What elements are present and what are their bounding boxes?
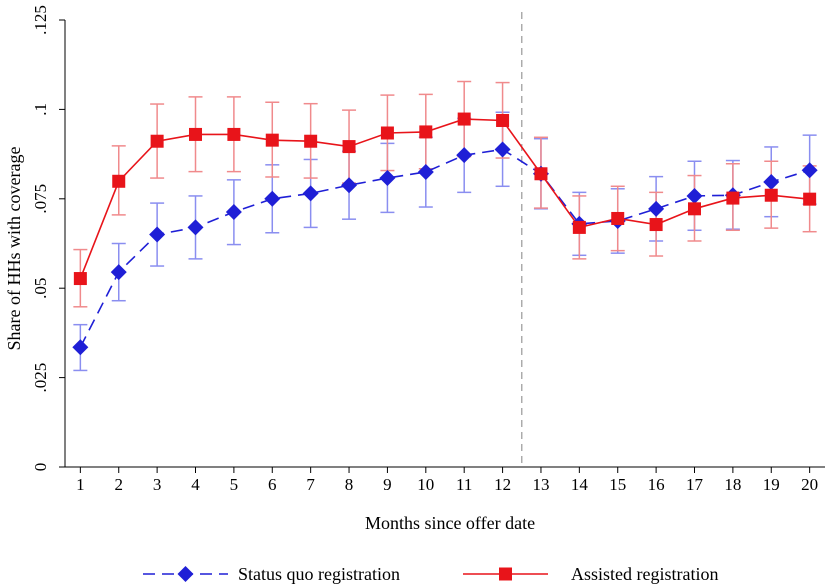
y-tick-label: .025 bbox=[31, 363, 50, 393]
y-tick-label: 0 bbox=[31, 463, 50, 472]
assisted-point bbox=[803, 192, 817, 206]
x-tick-label: 6 bbox=[268, 475, 277, 494]
status-quo-point bbox=[801, 162, 818, 179]
status-quo-point bbox=[264, 190, 281, 207]
status-quo-point bbox=[417, 163, 434, 180]
x-tick-label: 18 bbox=[724, 475, 741, 494]
status-quo-point bbox=[341, 177, 358, 194]
x-tick-label: 12 bbox=[494, 475, 511, 494]
assisted-point bbox=[189, 127, 203, 141]
x-tick-label: 19 bbox=[763, 475, 780, 494]
status-quo-point bbox=[302, 185, 319, 202]
x-tick-label: 8 bbox=[345, 475, 354, 494]
x-tick-label: 3 bbox=[153, 475, 162, 494]
x-tick-label: 10 bbox=[417, 475, 434, 494]
y-tick-label: .075 bbox=[31, 184, 50, 214]
x-tick-label: 11 bbox=[456, 475, 472, 494]
assisted-point bbox=[380, 126, 394, 140]
status-quo-point bbox=[379, 170, 396, 187]
assisted-point bbox=[150, 134, 164, 148]
x-tick-label: 15 bbox=[609, 475, 626, 494]
x-tick-label: 5 bbox=[230, 475, 239, 494]
assisted-point bbox=[457, 112, 471, 126]
assisted-point bbox=[764, 188, 778, 202]
x-tick-label: 20 bbox=[801, 475, 818, 494]
x-tick-label: 2 bbox=[114, 475, 123, 494]
y-ticks: 0 .025 .05 .075 .1 .125 bbox=[31, 5, 65, 471]
assisted-point bbox=[496, 113, 510, 127]
x-axis-title: Months since offer date bbox=[365, 513, 535, 533]
series-markers bbox=[72, 112, 818, 356]
series-lines bbox=[79, 118, 810, 348]
assisted-point bbox=[726, 191, 740, 205]
x-ticks: 1 2 3 4 5 6 7 8 9 10 11 12 13 14 15 16 17 18 19 20 bbox=[76, 467, 818, 494]
status-quo-point bbox=[686, 187, 703, 204]
x-tick-label: 16 bbox=[648, 475, 665, 494]
assisted-point bbox=[611, 211, 625, 225]
status-quo-point bbox=[149, 226, 166, 243]
assisted-point bbox=[419, 125, 433, 139]
y-tick-label: .125 bbox=[31, 5, 50, 35]
assisted-point bbox=[227, 127, 241, 141]
status-quo-series-line bbox=[79, 148, 810, 348]
x-tick-label: 9 bbox=[383, 475, 392, 494]
x-tick-label: 7 bbox=[306, 475, 315, 494]
legend-status-quo-label: Status quo registration bbox=[238, 564, 400, 584]
status-quo-point bbox=[110, 264, 127, 281]
status-quo-point bbox=[456, 147, 473, 164]
assisted-point bbox=[572, 220, 586, 234]
assisted-point bbox=[304, 134, 318, 148]
assisted-point bbox=[73, 272, 87, 286]
assisted-point bbox=[534, 167, 548, 181]
legend: Status quo registration Assisted registra… bbox=[143, 564, 718, 584]
confidence-intervals bbox=[73, 80, 817, 372]
status-quo-point bbox=[72, 339, 89, 356]
plot-area bbox=[72, 12, 818, 467]
x-tick-label: 13 bbox=[532, 475, 549, 494]
x-tick-label: 17 bbox=[686, 475, 704, 494]
assisted-point bbox=[112, 174, 126, 188]
status-quo-point bbox=[225, 204, 242, 221]
status-quo-point bbox=[648, 200, 665, 217]
assisted-series-line bbox=[79, 118, 810, 279]
assisted-point bbox=[265, 133, 279, 147]
status-quo-point bbox=[187, 219, 204, 236]
assisted-point bbox=[342, 140, 356, 154]
legend-assisted-marker bbox=[499, 567, 512, 581]
x-tick-label: 1 bbox=[76, 475, 85, 494]
x-tick-label: 4 bbox=[191, 475, 200, 494]
assisted-point bbox=[687, 202, 701, 216]
legend-assisted-label: Assisted registration bbox=[571, 564, 718, 584]
y-axis-title: Share of HHs with coverage bbox=[4, 147, 24, 351]
y-tick-label: .1 bbox=[31, 103, 50, 116]
x-tick-label: 14 bbox=[571, 475, 589, 494]
legend-status-quo-marker bbox=[177, 566, 194, 582]
assisted-point bbox=[649, 218, 663, 232]
status-quo-point bbox=[494, 141, 511, 158]
y-tick-label: .05 bbox=[31, 278, 50, 299]
status-quo-point bbox=[763, 173, 780, 190]
axes: 0.025.05.075.1.125 1 2 3 4 5 6 7 8 9 10 11 12 13 14 15… bbox=[4, 5, 825, 533]
